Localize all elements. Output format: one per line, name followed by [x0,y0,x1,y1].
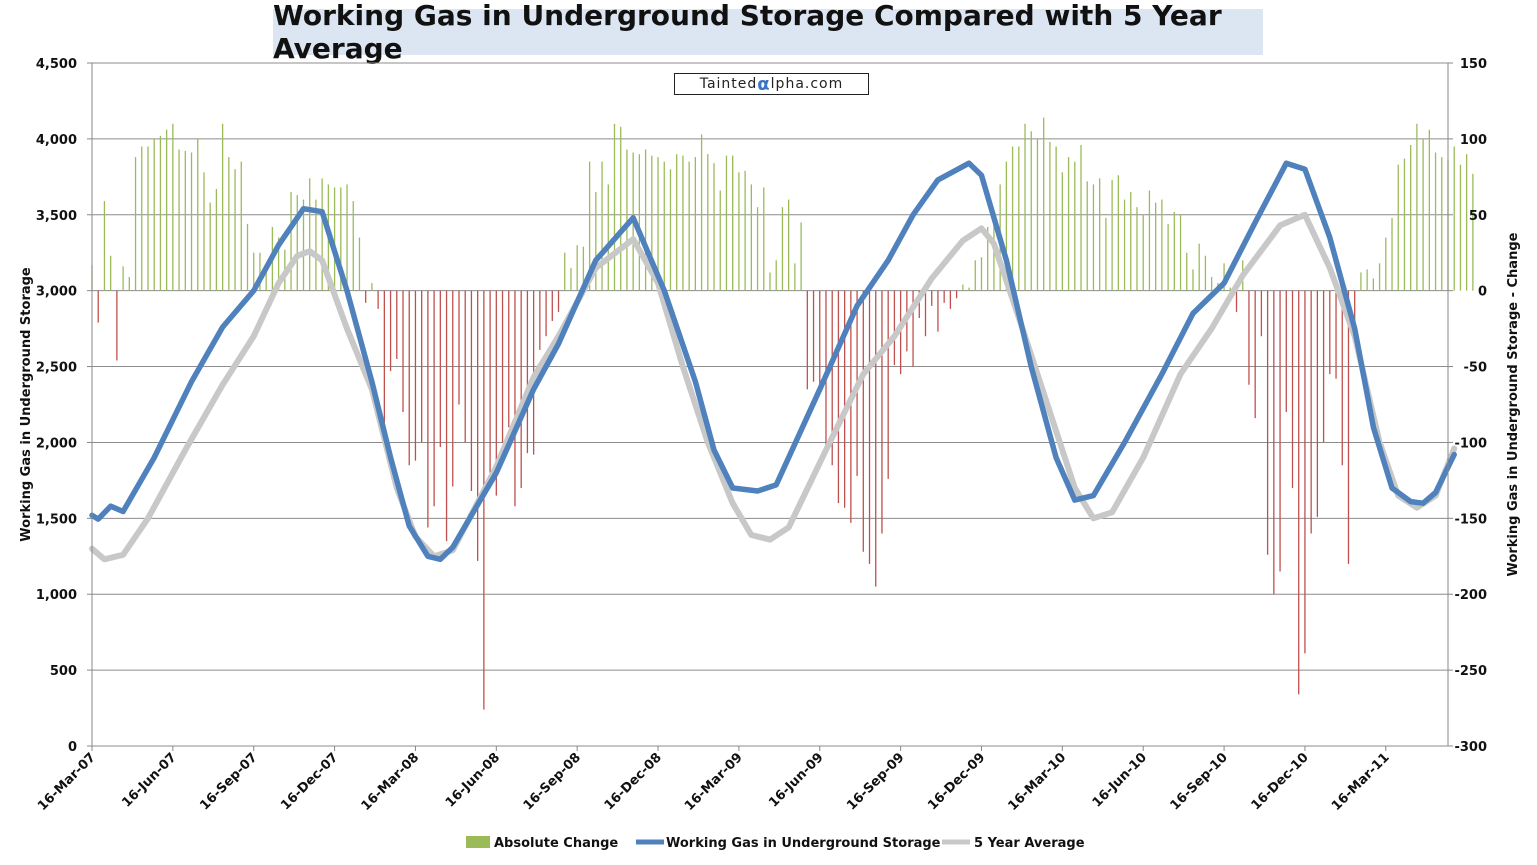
x-tick-label: 16-Mar-07 [35,750,99,814]
x-tick-label: 16-Jun-09 [766,750,826,810]
y2-tick-label: -100 [1454,436,1487,451]
legend-label-change: Absolute Change [494,836,618,851]
y2-tick-label: 100 [1460,133,1487,148]
y-tick-label: 2,000 [36,436,77,451]
x-tick-label: 16-Jun-08 [443,750,503,810]
y2-tick-label: -200 [1454,588,1487,603]
y-tick-label: 2,500 [36,361,77,376]
y-tick-label: 3,500 [36,209,77,224]
axes: 05001,0001,5002,0002,5003,0003,5004,0004… [19,57,1521,814]
y-tick-label: 4,000 [36,133,77,148]
y-tick-label: 1,500 [36,512,77,527]
legend-label-avg: 5 Year Average [974,836,1085,851]
y2-tick-label: -150 [1454,512,1487,527]
x-tick-label: 16-Dec-09 [925,750,988,813]
x-tick-label: 16-Sep-07 [197,750,260,813]
x-tick-label: 16-Dec-10 [1249,750,1312,813]
y2-axis-title: Working Gas in Underground Storage - Cha… [1506,232,1521,576]
legend-swatch-change [466,836,490,848]
x-tick-label: 16-Sep-09 [844,750,907,813]
y2-tick-label: 50 [1469,209,1487,224]
x-tick-label: 16-Dec-07 [278,750,341,813]
x-tick-label: 16-Mar-10 [1005,750,1069,814]
y-tick-label: 3,000 [36,285,77,300]
x-tick-label: 16-Sep-10 [1168,750,1231,813]
y2-tick-label: -300 [1454,740,1487,755]
x-tick-label: 16-Jun-07 [119,750,179,810]
x-tick-label: 16-Mar-09 [682,750,746,814]
y2-tick-label: -250 [1454,664,1487,679]
change-bars [91,117,1474,710]
storage-line [89,160,1457,563]
legend-label-storage: Working Gas in Underground Storage [666,836,941,851]
legend: Absolute Change Working Gas in Undergroun… [466,836,1085,851]
gridlines [92,62,1448,747]
y-tick-label: 0 [68,740,77,755]
watermark-text-pre: Tainted [699,76,758,92]
watermark-logo: Tainted α lpha.com [674,73,869,95]
y-tick-label: 500 [50,664,77,679]
avg-line [89,211,1458,563]
x-tick-label: 16-Sep-08 [521,750,584,813]
y2-tick-label: 0 [1478,285,1487,300]
series-lines [89,160,1458,563]
x-tick-label: 16-Mar-11 [1329,750,1393,814]
y-tick-label: 4,500 [36,57,77,72]
y2-tick-label: -50 [1464,361,1488,376]
y-axis-title: Working Gas in Underground Storage [19,267,34,542]
y-tick-label: 1,000 [36,588,77,603]
y2-tick-label: 150 [1460,57,1487,72]
x-tick-label: 16-Dec-08 [602,750,665,813]
x-tick-label: 16-Jun-10 [1090,750,1150,810]
watermark-text-post: lpha.com [770,76,844,92]
x-tick-label: 16-Mar-08 [359,750,423,814]
watermark-alpha: α [757,73,771,95]
